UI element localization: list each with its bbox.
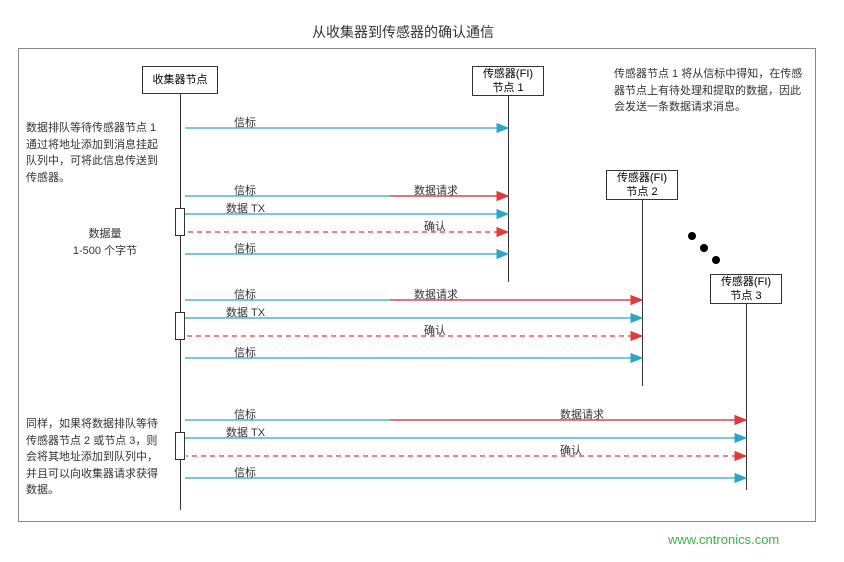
message-label: 数据 TX — [226, 424, 265, 440]
watermark: www.cntronics.com — [668, 532, 779, 547]
message-label: 信标 — [234, 182, 256, 198]
message-label: 信标 — [234, 286, 256, 302]
activation-1 — [175, 208, 185, 236]
ellipsis-dot — [712, 256, 720, 264]
activation-3 — [175, 432, 185, 460]
message-label: 信标 — [234, 114, 256, 130]
message-label: 数据请求 — [414, 286, 458, 302]
note-top-right: 传感器节点 1 将从信标中得知，在传感器节点上有待处理和提取的数据，因此会发送一… — [614, 66, 810, 116]
lifeline-sensor2-label: 传感器(FI) 节点 2 — [617, 171, 667, 200]
message-label: 确认 — [424, 322, 446, 338]
lifeline-sensor1-box: 传感器(FI) 节点 1 — [472, 66, 544, 96]
activation-2 — [175, 312, 185, 340]
message-label: 数据请求 — [414, 182, 458, 198]
message-label: 确认 — [424, 218, 446, 234]
note-left-2: 数据量 1-500 个字节 — [60, 226, 150, 259]
lifeline-sensor3-box: 传感器(FI) 节点 3 — [710, 274, 782, 304]
lifeline-sensor3-label: 传感器(FI) 节点 3 — [721, 275, 771, 304]
lifeline-sensor1-label: 传感器(FI) 节点 1 — [483, 67, 533, 96]
ellipsis-dot — [700, 244, 708, 252]
lifeline-sensor2 — [642, 200, 643, 386]
message-label: 信标 — [234, 240, 256, 256]
message-label: 数据 TX — [226, 200, 265, 216]
lifeline-sensor2-box: 传感器(FI) 节点 2 — [606, 170, 678, 200]
lifeline-sensor1 — [508, 96, 509, 282]
message-label: 确认 — [560, 442, 582, 458]
ellipsis-dot — [688, 232, 696, 240]
message-label: 信标 — [234, 344, 256, 360]
lifeline-collector-label: 收集器节点 — [153, 73, 208, 87]
diagram-title: 从收集器到传感器的确认通信 — [312, 22, 494, 42]
note-left-1: 数据排队等待传感器节点 1 通过将地址添加到消息挂起队列中，可将此信息传送到传感… — [26, 120, 166, 186]
note-left-3: 同样，如果将数据排队等待传感器节点 2 或节点 3，则会将其地址添加到队列中，并… — [26, 416, 166, 499]
message-label: 数据请求 — [560, 406, 604, 422]
message-label: 数据 TX — [226, 304, 265, 320]
lifeline-collector-box: 收集器节点 — [142, 66, 218, 94]
message-label: 信标 — [234, 406, 256, 422]
message-label: 信标 — [234, 464, 256, 480]
lifeline-sensor3 — [746, 304, 747, 490]
